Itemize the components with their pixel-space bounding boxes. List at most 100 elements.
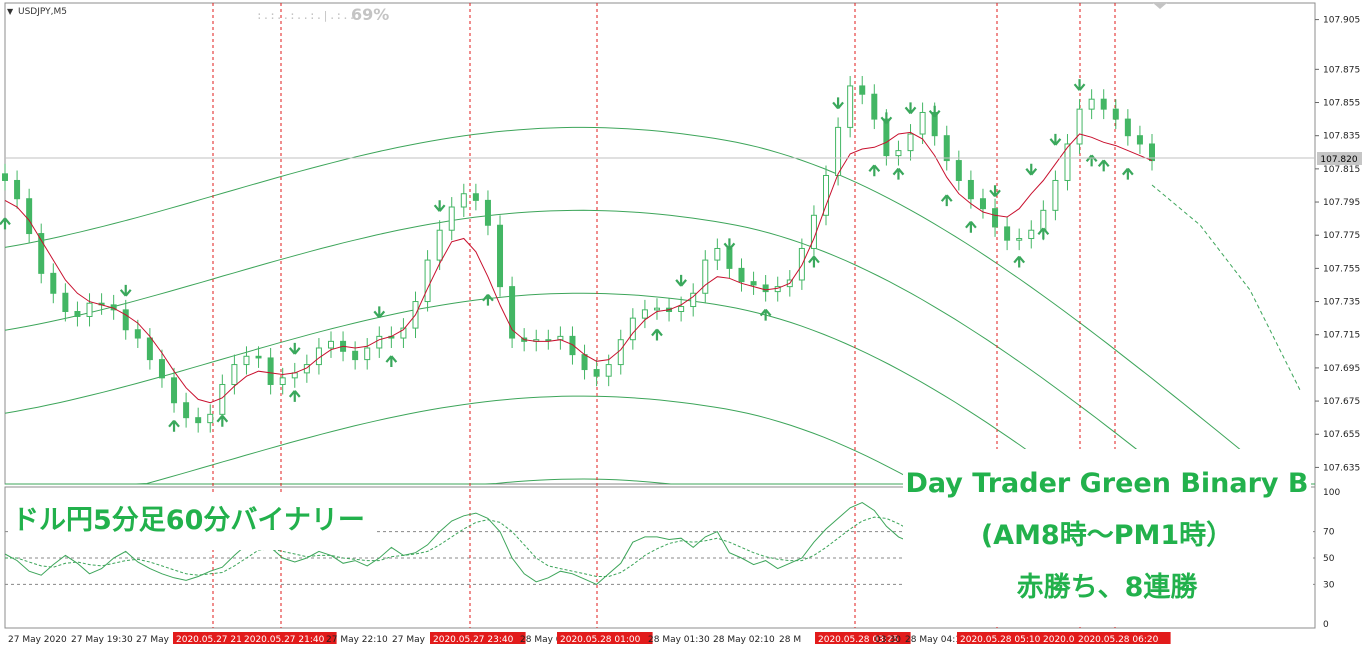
price-axis: 107.905 107.875 107.855 107.835 107.815 107.7…: [1315, 16, 1360, 473]
candle-body: [183, 402, 190, 419]
candle-body: [509, 286, 516, 339]
candle-body: [352, 350, 359, 361]
price-tick-label: 107.735: [1323, 298, 1360, 308]
time-label: 2020.05.27 23:40: [433, 635, 514, 645]
candle-body: [714, 247, 721, 261]
candle-body: [581, 354, 588, 371]
buy-arrow-icon: [940, 194, 953, 207]
candle-body: [424, 259, 431, 303]
time-label-highlight: [1075, 632, 1171, 644]
candle-body: [593, 369, 600, 377]
time-label-highlight: [557, 632, 653, 644]
time-label: 2020.05.28 06:20: [1078, 635, 1159, 645]
spread-dots: :.:..:..:.|.:..:: [256, 9, 362, 22]
price-tick-label: 107.635: [1323, 463, 1360, 473]
time-label: 2020.05.27 21:40: [244, 635, 325, 645]
candle-body: [1124, 118, 1131, 137]
candle-body: [436, 229, 443, 261]
chart-menu-chevron-icon[interactable]: ▼: [7, 7, 14, 16]
candle-body: [907, 133, 914, 152]
sell-arrow-icon: [1049, 133, 1062, 146]
sell-arrow-icon: [723, 238, 736, 251]
buy-arrow-icon: [1122, 167, 1134, 180]
buy-arrow-icon: [288, 390, 301, 402]
result-overlay: Day Trader Green Binary B (AM8時～PM1時） 赤勝…: [903, 449, 1311, 625]
time-label: 2020.0: [1043, 635, 1075, 645]
candle-body: [146, 337, 153, 361]
candle-body: [74, 311, 81, 317]
candle-body: [919, 111, 926, 135]
buy-arrow-icon: [868, 164, 881, 177]
candle-body: [26, 198, 33, 235]
symbol-label: USDJPY,M5: [18, 7, 67, 17]
candle-body: [38, 233, 45, 274]
price-tick-label: 107.905: [1323, 16, 1360, 26]
time-label: 28 May 02:10: [713, 635, 775, 645]
time-label: 27 May 2020: [8, 635, 67, 645]
oscillator-tick-label: 50: [1323, 554, 1335, 564]
time-label: 28 May 0: [520, 635, 562, 645]
candle-body: [1052, 179, 1059, 211]
candle-body: [653, 307, 660, 311]
time-label: 27 May: [392, 635, 426, 645]
candle-body: [955, 160, 962, 181]
candle-body: [859, 85, 866, 95]
buy-arrow-icon: [0, 217, 11, 230]
spread-indicator: 69%: [351, 5, 389, 24]
candle-body: [617, 339, 624, 366]
candle-body: [62, 292, 69, 313]
candle-body: [231, 364, 238, 385]
time-axis: 27 May 2020 27 May 19:30 27 May 2020.05.27 …: [8, 632, 1171, 645]
candle-body: [243, 355, 250, 366]
time-label: 27 May 19:30: [71, 635, 133, 645]
time-label: 2020.05.28 01:00: [560, 635, 641, 645]
candle-body: [460, 193, 467, 208]
signal-arrows: [0, 79, 1134, 432]
sell-arrow-icon: [904, 102, 917, 115]
sell-arrow-icon: [1073, 79, 1086, 91]
buy-arrow-icon: [482, 293, 494, 306]
price-tick-label: 107.695: [1323, 364, 1360, 374]
candle-body: [134, 329, 141, 339]
time-label-highlight: [173, 632, 252, 644]
oscillator-tick-label: 100: [1323, 488, 1340, 498]
candle-body: [1100, 98, 1107, 110]
candle-body: [847, 85, 854, 128]
candle-body: [726, 247, 733, 269]
current-price-label-bg: [1317, 152, 1362, 165]
sell-arrow-icon: [1025, 163, 1038, 176]
candle-body: [50, 272, 57, 294]
candle-body: [267, 357, 274, 385]
candle-body: [472, 193, 479, 201]
time-label: 28 M: [779, 635, 801, 645]
candle-body: [207, 413, 214, 424]
price-tick-label: 107.855: [1323, 99, 1360, 109]
buy-arrow-icon: [1097, 159, 1110, 172]
buy-arrow-icon: [759, 308, 772, 321]
candle-body: [327, 340, 334, 349]
time-label: 2020.05.27 21: [176, 635, 242, 645]
price-tick-label: 107.835: [1323, 132, 1360, 142]
candle-body: [750, 281, 757, 286]
candle-body: [122, 309, 129, 331]
sell-arrow-icon: [880, 112, 893, 125]
time-label-highlight: [241, 632, 337, 644]
time-label: 2020.05.28 05:10: [960, 635, 1041, 645]
sell-arrow-icon: [288, 342, 301, 355]
candle-body: [364, 347, 371, 361]
candle-body: [678, 306, 685, 313]
price-tick-label: 107.655: [1323, 430, 1360, 440]
candle-body: [835, 126, 842, 176]
oscillator-signal-line: [5, 516, 1153, 577]
candle-body: [641, 309, 648, 319]
candle-body: [484, 199, 491, 226]
candle-body: [14, 179, 21, 200]
candle-body: [1064, 143, 1071, 181]
candle-body: [967, 179, 974, 200]
oscillator-axis: 100 70 50 30 0: [1323, 488, 1340, 630]
price-tick-label: 107.875: [1323, 65, 1360, 75]
oscillator-tick-label: 30: [1323, 580, 1335, 590]
candle-body: [702, 259, 709, 294]
time-label: 03:30: [875, 635, 901, 645]
candle-body: [1136, 135, 1143, 145]
